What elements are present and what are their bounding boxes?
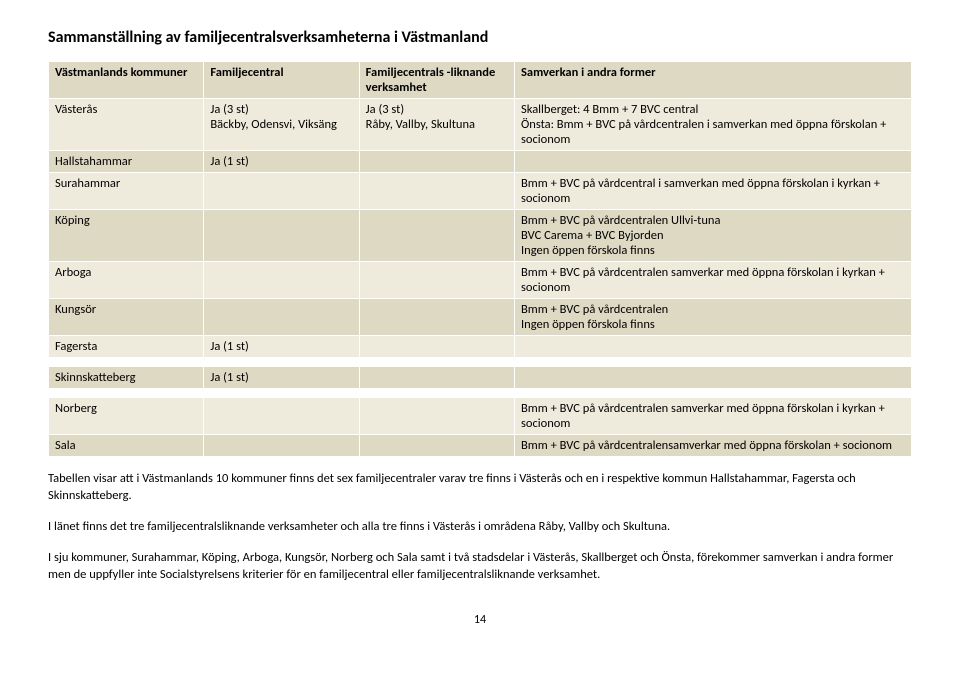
table-cell: Surahammar: [49, 173, 204, 210]
table-cell: Bmm + BVC på vårdcentralen samverkar med…: [514, 398, 911, 435]
table-cell: [359, 151, 514, 173]
table-cell: Skinnskatteberg: [49, 367, 204, 389]
spacer-row: [49, 358, 912, 367]
table-cell: [204, 299, 359, 336]
table-row: Kungsör Bmm + BVC på vårdcentralenIngen ö…: [49, 299, 912, 336]
table-cell: [359, 367, 514, 389]
table-row: FagerstaJa (1 st): [49, 336, 912, 358]
col-header-4: Samverkan i andra former: [514, 62, 911, 99]
table-cell: [204, 435, 359, 457]
data-table: Västmanlands kommuner Familjecentral Fam…: [48, 61, 912, 457]
table-cell: Norberg: [49, 398, 204, 435]
table-cell: [359, 435, 514, 457]
table-cell: [204, 398, 359, 435]
table-cell: Bmm + BVC på vårdcentralensamverkar med …: [514, 435, 911, 457]
table-cell: [359, 299, 514, 336]
table-cell: [359, 262, 514, 299]
table-cell: Kungsör: [49, 299, 204, 336]
table-cell: Hallstahammar: [49, 151, 204, 173]
table-cell: Ja (3 st)Bäckby, Odensvi, Viksäng: [204, 99, 359, 151]
table-cell: Ja (3 st)Råby, Vallby, Skultuna: [359, 99, 514, 151]
table-row: HallstahammarJa (1 st): [49, 151, 912, 173]
col-header-3: Familjecentrals -liknande verksamhet: [359, 62, 514, 99]
paragraph-3: I sju kommuner, Surahammar, Köping, Arbo…: [48, 550, 912, 584]
table-cell: [204, 262, 359, 299]
col-header-2: Familjecentral: [204, 62, 359, 99]
table-cell: [204, 173, 359, 210]
table-cell: [359, 336, 514, 358]
table-cell: [204, 210, 359, 262]
table-cell: [359, 173, 514, 210]
table-row: VästeråsJa (3 st)Bäckby, Odensvi, Viksän…: [49, 99, 912, 151]
table-cell: [514, 336, 911, 358]
table-cell: Ja (1 st): [204, 367, 359, 389]
page-title: Sammanställning av familjecentralsverksa…: [48, 28, 912, 47]
table-row: Arboga Bmm + BVC på vårdcentralen samverk…: [49, 262, 912, 299]
table-row: Sala Bmm + BVC på vårdcentralensamverkar …: [49, 435, 912, 457]
table-row: SkinnskattebergJa (1 st): [49, 367, 912, 389]
table-cell: Bmm + BVC på vårdcentralen samverkar med…: [514, 262, 911, 299]
table-cell: Fagersta: [49, 336, 204, 358]
table-cell: Skallberget: 4 Bmm + 7 BVC centralÖnsta:…: [514, 99, 911, 151]
table-cell: Västerås: [49, 99, 204, 151]
paragraph-2: I länet finns det tre familjecentralslik…: [48, 519, 912, 536]
table-cell: Ja (1 st): [204, 151, 359, 173]
col-header-1: Västmanlands kommuner: [49, 62, 204, 99]
table-cell: Sala: [49, 435, 204, 457]
table-cell: Bmm + BVC på vårdcentralenIngen öppen fö…: [514, 299, 911, 336]
table-cell: [514, 367, 911, 389]
table-row: Surahammar Bmm + BVC på vårdcentral i sam…: [49, 173, 912, 210]
paragraph-1: Tabellen visar att i Västmanlands 10 kom…: [48, 471, 912, 505]
page-number: 14: [48, 613, 912, 627]
table-cell: Ja (1 st): [204, 336, 359, 358]
table-row: Norberg Bmm + BVC på vårdcentralen samver…: [49, 398, 912, 435]
table-cell: Bmm + BVC på vårdcentralen Ullvi-tunaBVC…: [514, 210, 911, 262]
table-cell: [514, 151, 911, 173]
table-cell: Köping: [49, 210, 204, 262]
table-cell: Bmm + BVC på vårdcentral i samverkan med…: [514, 173, 911, 210]
table-cell: [359, 398, 514, 435]
table-row: Köping Bmm + BVC på vårdcentralen Ullvi-t…: [49, 210, 912, 262]
table-cell: [359, 210, 514, 262]
table-cell: Arboga: [49, 262, 204, 299]
spacer-row: [49, 389, 912, 398]
